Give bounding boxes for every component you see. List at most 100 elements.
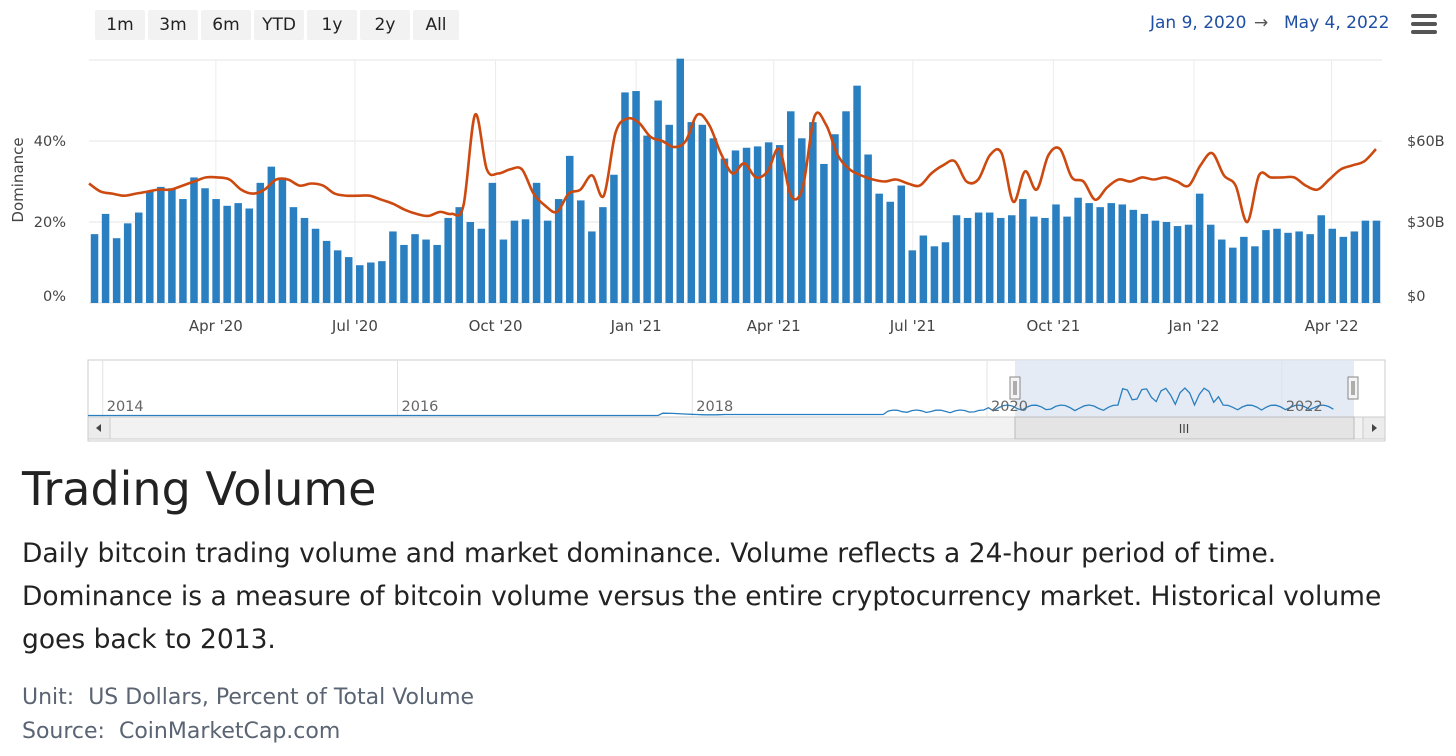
volume-bar [245,208,254,303]
volume-bar [786,111,795,303]
volume-bar [333,250,342,303]
y-right-tick-label: $0 [1407,289,1425,305]
volume-bar [764,142,773,303]
volume-bar [1306,234,1314,303]
navigator-ticks: 2014 2016 2018 2020 2022 [107,399,1323,415]
volume-bar [676,58,685,304]
navigator-handle-right[interactable] [1347,376,1359,400]
volume-bar [146,190,154,303]
volume-bar [1041,217,1049,303]
left-axis-ticks: 0% 20% 40% [34,134,66,305]
volume-bar [775,145,784,303]
volume-bar [455,207,463,303]
volume-bar [1361,220,1370,303]
volume-bar [157,186,165,303]
scrollbar-thumb[interactable] [1014,416,1355,440]
volume-bar [809,122,817,303]
volume-bar [996,217,1005,303]
volume-bar [1118,204,1127,303]
volume-bar [267,166,276,303]
navigator-tick-label: 2020 [991,399,1028,415]
volume-bar [798,138,806,303]
volume-bar [1184,224,1193,303]
volume-bar [190,177,198,303]
volume-bar [875,193,883,303]
volume-bar [278,177,287,303]
volume-bar [466,222,475,303]
volume-bar [1229,247,1237,303]
volume-bar [1085,203,1093,303]
volume-bar [422,239,430,303]
range-button-2y[interactable]: 2y [360,10,410,40]
range-button-6m[interactable]: 6m [201,10,251,40]
volume-bar [554,199,563,303]
volume-bar [720,158,729,303]
navigator[interactable]: 2014 2016 2018 2020 2022 III [0,350,1456,445]
volume-bar [1273,228,1281,303]
volume-bar [311,228,320,303]
volume-bar [532,182,541,303]
volume-bar [687,122,696,303]
volume-bar [1063,216,1071,303]
unit-value: US Dollars, Percent of Total Volume [88,685,475,710]
range-button-1m[interactable]: 1m [95,10,145,40]
source-value[interactable]: CoinMarketCap.com [118,719,341,744]
volume-bars [90,58,1381,304]
range-button-all[interactable]: All [413,10,459,40]
volume-bar [643,135,651,303]
volume-bar [1328,228,1337,303]
navigator-handle-left[interactable] [1009,376,1021,400]
range-button-ytd[interactable]: YTD [254,10,304,40]
range-button-3m[interactable]: 3m [148,10,198,40]
volume-bar [1008,215,1016,303]
volume-bar [621,92,629,304]
range-button-1y[interactable]: 1y [307,10,357,40]
scroll-right-button[interactable] [1362,416,1386,440]
x-tick-label: Oct '21 [1026,317,1080,335]
volume-bar [1195,193,1204,303]
volume-bar [864,154,872,303]
volume-bar [1030,216,1038,303]
y-right-tick-label: $60B [1407,134,1445,150]
volume-bar [201,188,209,303]
volume-bar [853,85,861,304]
volume-bar [367,262,375,303]
source-line: Source: CoinMarketCap.com [22,719,340,744]
dominance-line [88,111,1377,224]
volume-bar [1019,199,1027,303]
date-from-input[interactable]: Jan 9, 2020 [1150,13,1247,33]
volume-bar [1162,222,1171,303]
volume-bar [709,138,718,303]
volume-bar [599,207,607,303]
volume-dominance-chart: Apr '20 Jul '20 Oct '20 Jan '21 Apr '21 Jul '… [9,58,1445,335]
volume-bar [477,228,486,303]
volume-bar [632,91,640,303]
description: Daily bitcoin trading volume and market … [22,538,1382,655]
scroll-left-button[interactable] [87,416,111,440]
volume-bar [1052,204,1060,303]
volume-bar [289,207,298,303]
volume-bar [588,231,596,303]
volume-bar [565,155,574,303]
volume-bar [444,217,452,303]
volume-bar [1217,239,1226,303]
volume-bar [908,250,917,303]
source-label: Source: [22,719,105,744]
date-to-input[interactable]: May 4, 2022 [1284,13,1390,33]
volume-bar [411,234,419,303]
volume-bar [897,185,906,303]
hamburger-menu-icon[interactable] [1411,14,1437,36]
volume-bar [654,100,662,303]
volume-bar [488,182,497,303]
x-axis-ticks: Apr '20 Jul '20 Oct '20 Jan '21 Apr '21 Jul '… [189,317,1359,335]
volume-bar [665,124,673,303]
volume-bar [499,239,508,303]
volume-bar [919,235,928,303]
y-left-tick-label: 40% [34,134,66,150]
volume-bar [344,257,353,303]
volume-bar [1295,231,1303,303]
volume-bar [256,182,265,303]
volume-bar [1140,213,1149,303]
navigator-tick-label: 2018 [696,399,733,415]
volume-bar [123,223,132,303]
